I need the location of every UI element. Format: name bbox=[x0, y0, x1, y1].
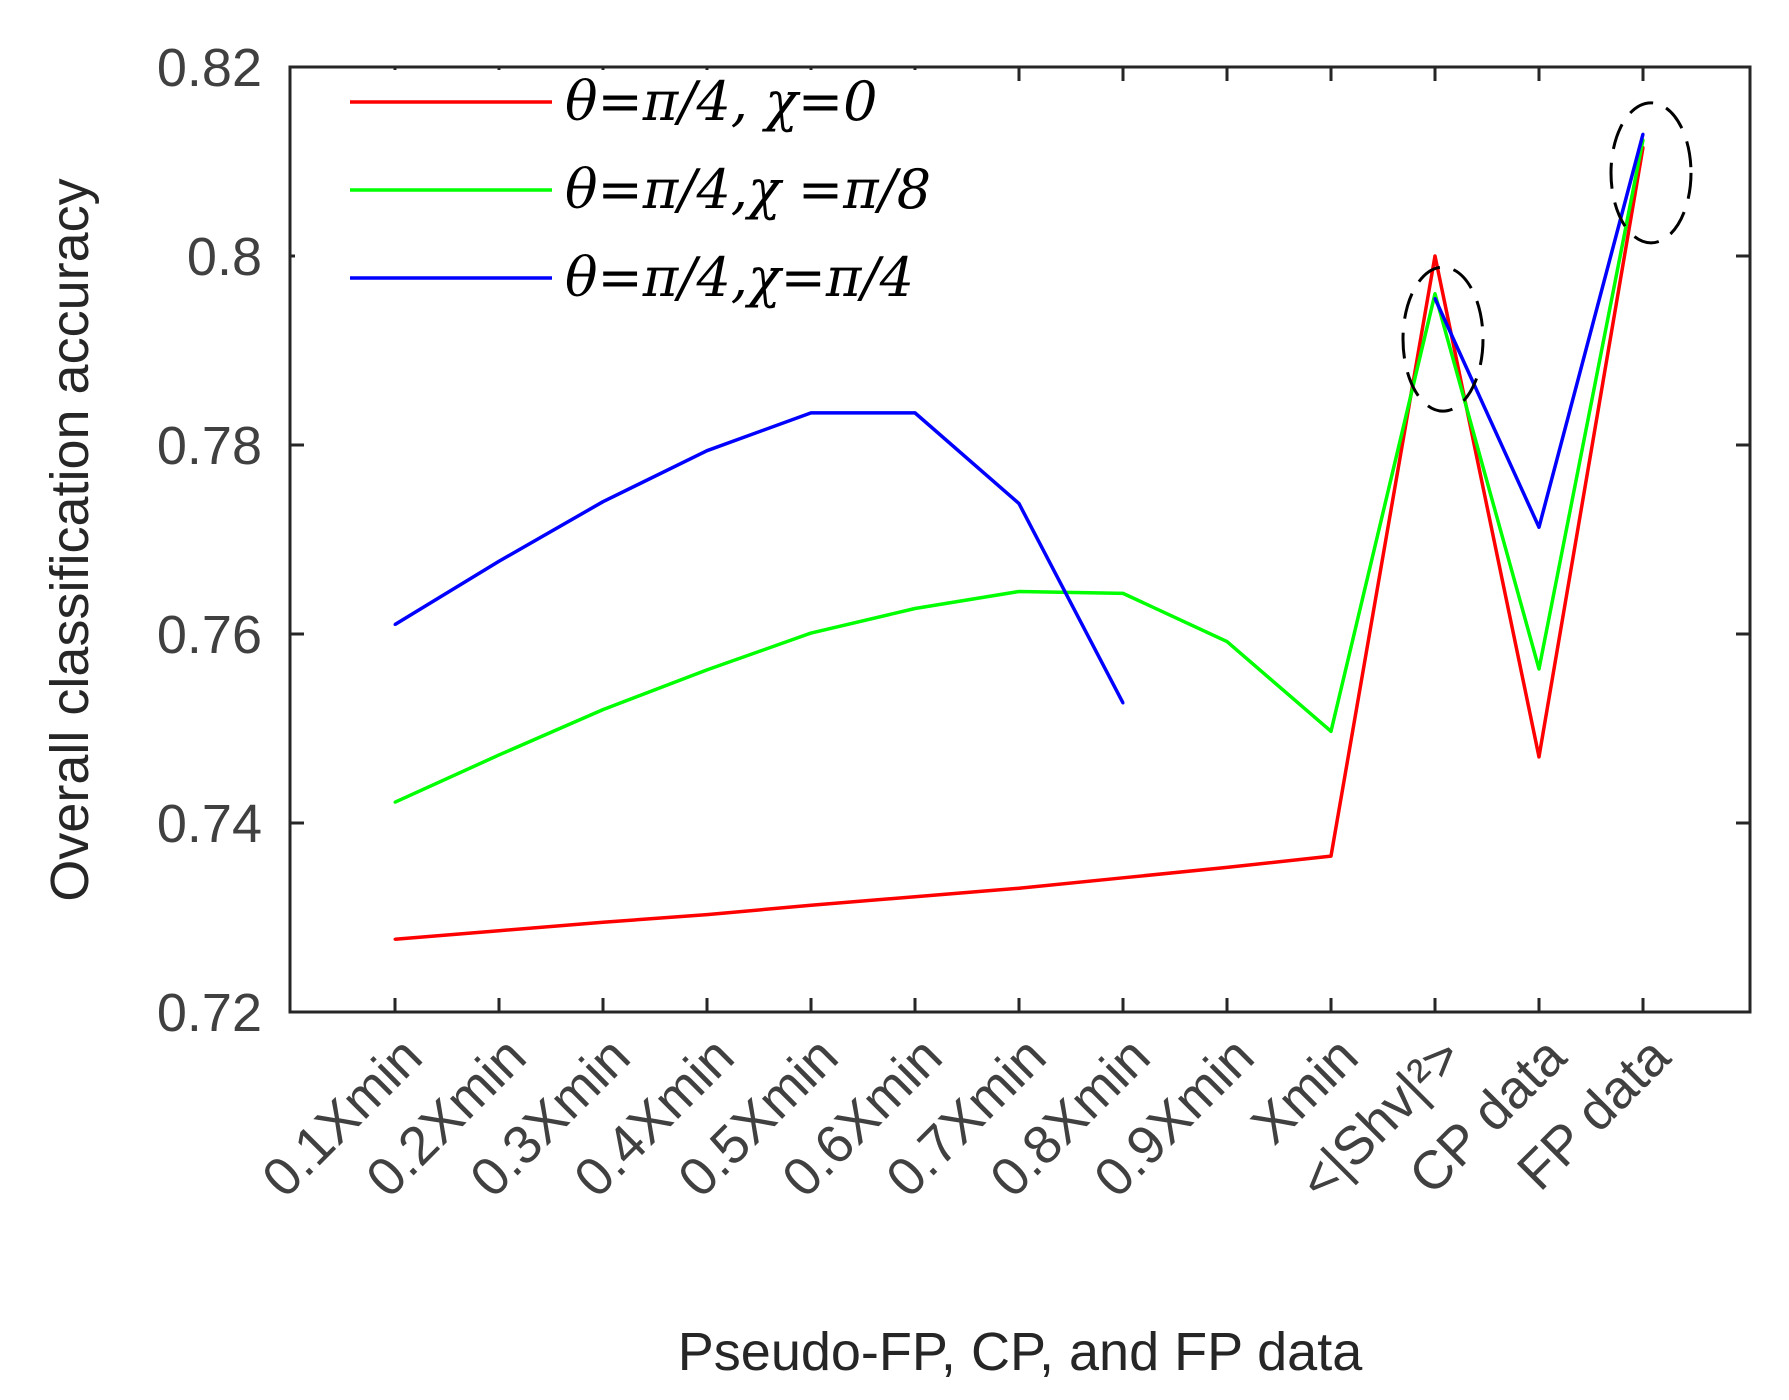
y-axis-title: Overall classification accuracy bbox=[40, 178, 100, 901]
legend: θ=π/4, χ=0 θ=π/4,χ =π/8 θ=π/4,χ=π/4 bbox=[295, 70, 985, 335]
dashed-ellipse-annotation bbox=[1401, 265, 1485, 413]
legend-label-1: θ=π/4, χ=0 bbox=[565, 70, 877, 133]
data-point bbox=[1537, 667, 1541, 671]
data-point bbox=[601, 500, 605, 504]
data-point bbox=[1537, 755, 1541, 759]
data-point bbox=[497, 929, 501, 933]
legend-label-2: θ=π/4,χ =π/8 bbox=[565, 158, 931, 221]
data-point bbox=[1537, 525, 1541, 529]
data-point bbox=[809, 631, 813, 635]
data-point bbox=[393, 937, 397, 941]
y-axis-ticks: 0.72 0.74 0.76 0.78 0.8 0.82 bbox=[157, 38, 1750, 1043]
data-point bbox=[1329, 854, 1333, 858]
data-point bbox=[705, 449, 709, 453]
data-point bbox=[393, 623, 397, 627]
data-point bbox=[809, 903, 813, 907]
data-point bbox=[913, 411, 917, 415]
y-tick-label: 0.8 bbox=[187, 227, 262, 287]
data-point bbox=[601, 708, 605, 712]
data-point bbox=[601, 920, 605, 924]
y-tick-label: 0.82 bbox=[157, 38, 262, 98]
legend-box bbox=[295, 70, 985, 335]
y-tick-label: 0.76 bbox=[157, 605, 262, 665]
data-point bbox=[1225, 865, 1229, 869]
data-point bbox=[1433, 254, 1437, 258]
data-point bbox=[1121, 876, 1125, 880]
x-axis-title: Pseudo-FP, CP, and FP data bbox=[678, 1322, 1363, 1382]
data-point bbox=[809, 411, 813, 415]
data-point bbox=[1121, 701, 1125, 705]
series-layer bbox=[393, 132, 1645, 941]
y-tick-label: 0.78 bbox=[157, 416, 262, 476]
data-point bbox=[1017, 886, 1021, 890]
y-tick-label: 0.74 bbox=[157, 794, 262, 854]
data-point bbox=[913, 606, 917, 610]
y-tick-label: 0.72 bbox=[157, 983, 262, 1043]
series-line-3 bbox=[394, 411, 1125, 704]
data-point bbox=[705, 913, 709, 917]
legend-label-3: θ=π/4,χ=π/4 bbox=[565, 246, 914, 309]
data-point bbox=[913, 895, 917, 899]
data-point bbox=[1329, 729, 1333, 733]
data-point bbox=[1641, 132, 1645, 136]
data-point bbox=[1433, 292, 1437, 296]
data-point bbox=[1433, 297, 1437, 301]
data-point bbox=[1121, 591, 1125, 595]
data-point bbox=[1017, 589, 1021, 593]
data-point bbox=[393, 800, 397, 804]
data-point bbox=[497, 753, 501, 757]
data-point bbox=[705, 668, 709, 672]
annotation-layer bbox=[1401, 101, 1693, 413]
dashed-ellipse-annotation bbox=[1609, 101, 1693, 245]
x-axis-ticks: 0.1Xmin0.2Xmin0.3Xmin0.4Xmin0.5Xmin0.6Xm… bbox=[251, 67, 1682, 1211]
data-point bbox=[1017, 502, 1021, 506]
data-point bbox=[1225, 640, 1229, 644]
data-point bbox=[497, 559, 501, 563]
